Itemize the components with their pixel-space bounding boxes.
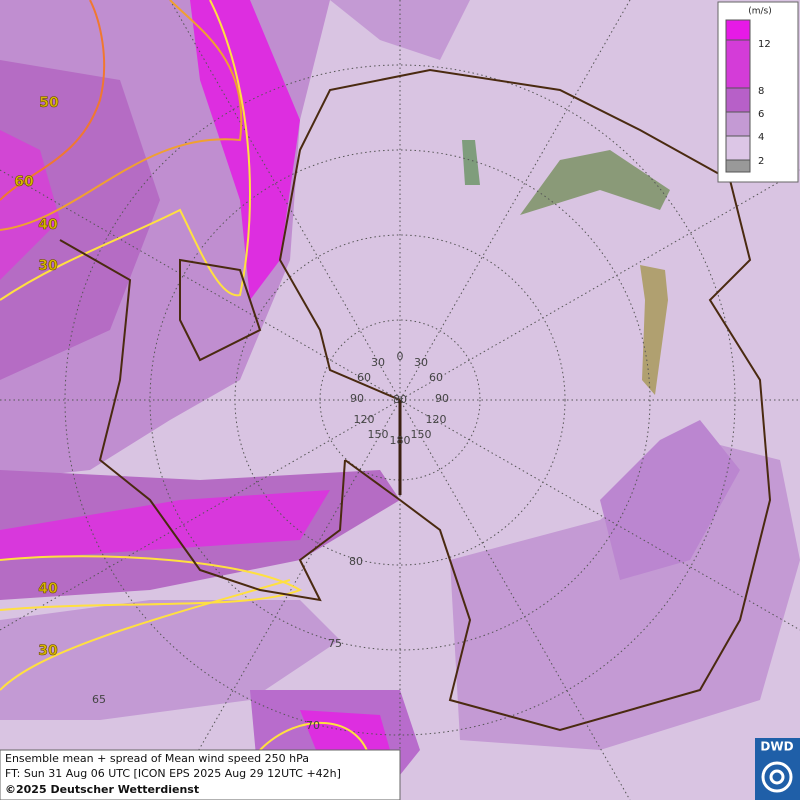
contour-label: 60	[14, 174, 34, 190]
meridian-label: 60	[429, 371, 443, 384]
meridian-label: 60	[357, 371, 371, 384]
meridian-label: 30	[371, 356, 385, 369]
legend-label: 4	[758, 132, 764, 143]
meridian-label: 120	[354, 413, 375, 426]
logo-text: DWD	[760, 740, 793, 754]
logo-swirl	[769, 769, 785, 785]
latitude-label: 80	[393, 393, 407, 406]
legend-label: 12	[758, 39, 771, 50]
meridian-label: 90	[435, 392, 449, 405]
footer-box	[0, 749, 401, 801]
footer-forecast: FT: Sun 31 Aug 06 UTC [ICON EPS 2025 Aug…	[5, 767, 341, 780]
footer-copyright: ©2025 Deutscher Wetterdienst	[5, 783, 199, 796]
legend-swatch	[725, 135, 751, 161]
legend-swatch	[725, 87, 751, 113]
meridian-label: 180	[390, 434, 411, 447]
legend-label: 6	[758, 109, 764, 120]
contour-label: 30	[38, 643, 58, 659]
contour-labels: 50 60 40 30 40 30	[14, 95, 59, 660]
legend-label: 8	[758, 86, 764, 97]
contour-label: 50	[39, 95, 59, 111]
legend-unit: (m/s)	[748, 7, 772, 17]
footer: Ensemble mean + spread of Mean wind spee…	[0, 749, 401, 801]
legend-swatch	[725, 159, 751, 173]
meridian-label: 30	[414, 356, 428, 369]
latitude-label: 80	[349, 555, 363, 568]
latitude-label: 65	[92, 693, 106, 706]
contour-label: 40	[38, 581, 58, 597]
latitude-label: 70	[306, 719, 320, 732]
isotachs	[0, 0, 371, 761]
meridian-label: 90	[350, 392, 364, 405]
contour-label: 40	[38, 217, 58, 233]
meridian-label: 120	[426, 413, 447, 426]
footer-title: Ensemble mean + spread of Mean wind spee…	[5, 752, 309, 765]
legend-swatch	[725, 111, 751, 137]
meridian-label: 150	[368, 428, 389, 441]
logo: DWD	[755, 738, 800, 800]
logo-swirl	[761, 761, 793, 793]
latitude-label: 75	[328, 637, 342, 650]
legend-label: 2	[758, 156, 764, 167]
legend-swatch	[725, 39, 751, 89]
legend-swatch	[725, 19, 751, 41]
contour-label: 30	[38, 258, 58, 274]
coastline	[59, 68, 772, 732]
legend: (m/s) 12 8 6 4 2	[717, 1, 799, 183]
meridian-label: 0	[397, 350, 404, 363]
grid-labels: 0 30 30 60 60 90 90 120 120 150 150 180 …	[92, 350, 449, 732]
meridian-label: 150	[411, 428, 432, 441]
